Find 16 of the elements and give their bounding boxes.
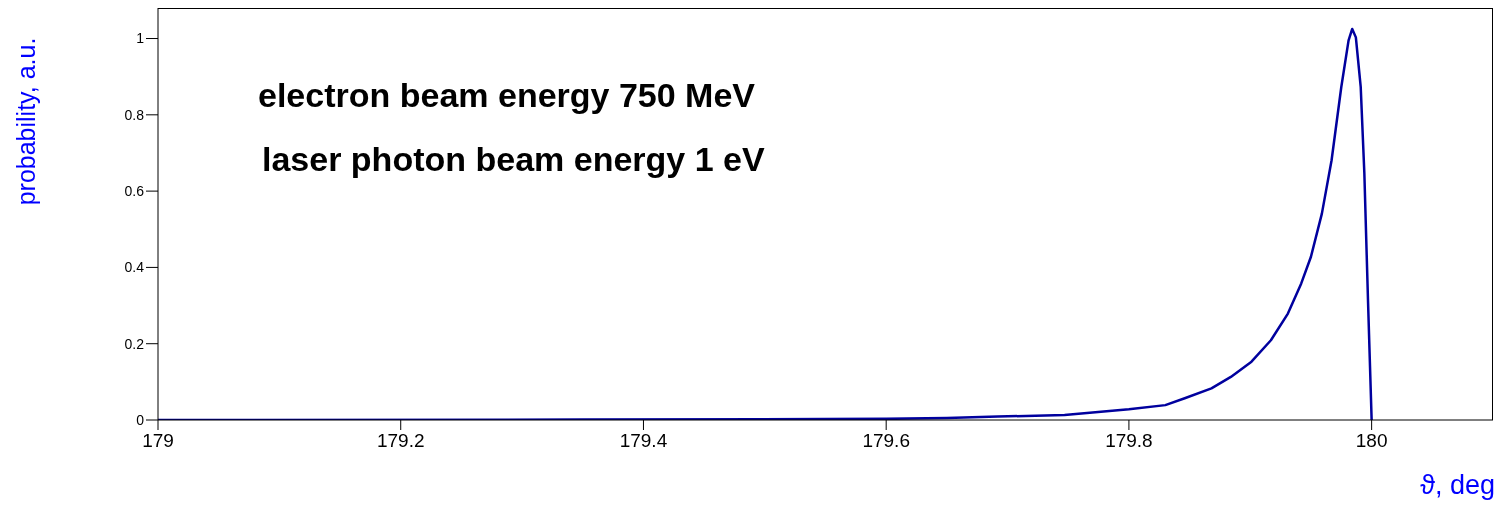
x-tick-label: 179.2 [376,430,425,452]
y-tick-label: 1 [136,30,145,47]
x-tick-label: 179.8 [1105,430,1153,452]
x-tick-label: 179.6 [862,430,910,452]
y-tick-label: 0.6 [124,183,145,200]
annotation: laser photon beam energy 1 eV [262,140,765,179]
x-tick-label: 180 [1355,430,1388,452]
x-axis-title: ϑ, deg [1420,470,1495,501]
y-tick-label: 0.8 [124,106,145,123]
annotation: electron beam energy 750 MeV [258,76,756,115]
x-tick-label: 179.4 [619,430,668,452]
y-tick-label: 0.4 [124,259,145,276]
y-axis-title: probability, a.u. [12,37,42,205]
y-tick-label: 0 [136,411,145,428]
y-tick-label: 0.2 [124,335,145,352]
x-tick-label: 179 [142,430,174,452]
